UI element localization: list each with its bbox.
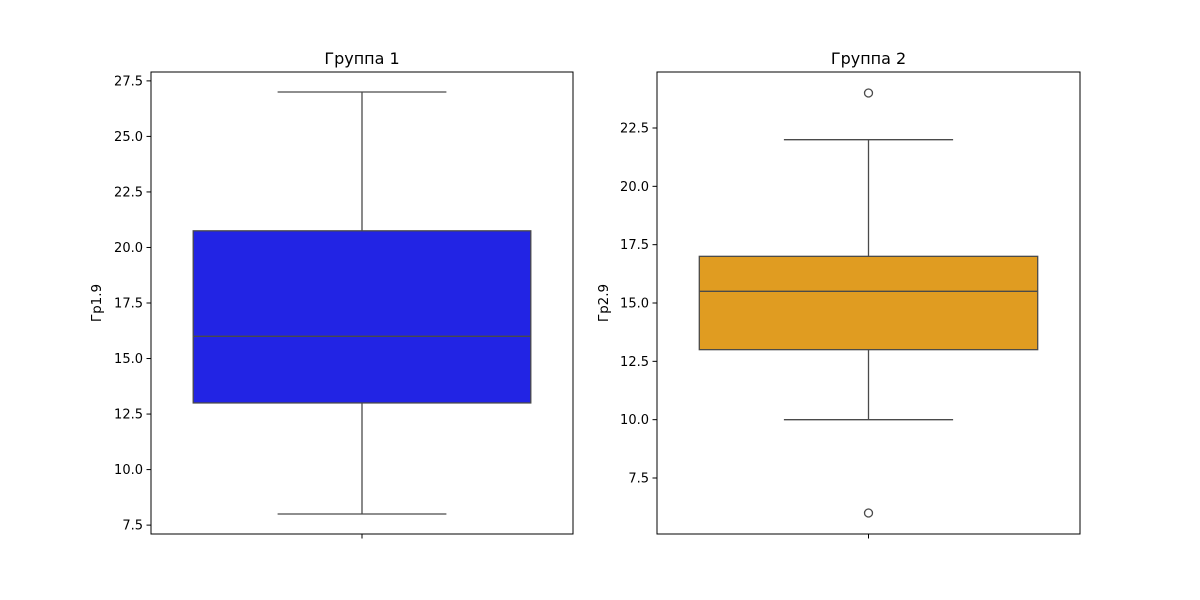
y-tick-label: 17.5 [114,297,143,312]
y-axis-label: Гр2.9 [596,284,612,322]
outlier-point [863,508,874,518]
y-axis-label: Гр1.9 [89,284,105,322]
y-tick-label: 22.5 [114,185,143,200]
y-tick-label: 10.0 [620,413,649,428]
y-tick-label: 20.0 [620,180,649,195]
y-tick-label: 25.0 [114,130,143,145]
chart-title: Группа 2 [831,49,906,68]
y-tick-label: 22.5 [620,122,649,137]
y-tick-label: 15.0 [620,297,649,312]
y-tick-label: 20.0 [114,241,143,256]
y-tick-label: 7.5 [122,519,143,534]
outlier-point [863,88,874,98]
y-tick-label: 10.0 [114,463,143,478]
y-tick-label: 15.0 [114,352,143,367]
axes-frame [150,71,574,535]
chart-panel-group-2: Группа 2 Гр2.9 7.5 10.0 12.5 15.0 17.5 20.0 22… [596,49,1081,539]
y-tick-label: 12.5 [114,408,143,423]
chart-title: Группа 1 [324,49,399,68]
y-tick-label: 17.5 [620,238,649,253]
y-tick-label: 27.5 [114,74,143,89]
box-iqr [192,230,532,404]
box-iqr [698,255,1039,351]
axes-frame [656,71,1081,535]
chart-panel-group-1: Группа 1 Гр1.9 7.5 10.0 12.5 15.0 17.5 20.0 22… [89,49,574,539]
y-tick-label: 12.5 [620,355,649,370]
y-tick-label: 7.5 [628,472,649,487]
